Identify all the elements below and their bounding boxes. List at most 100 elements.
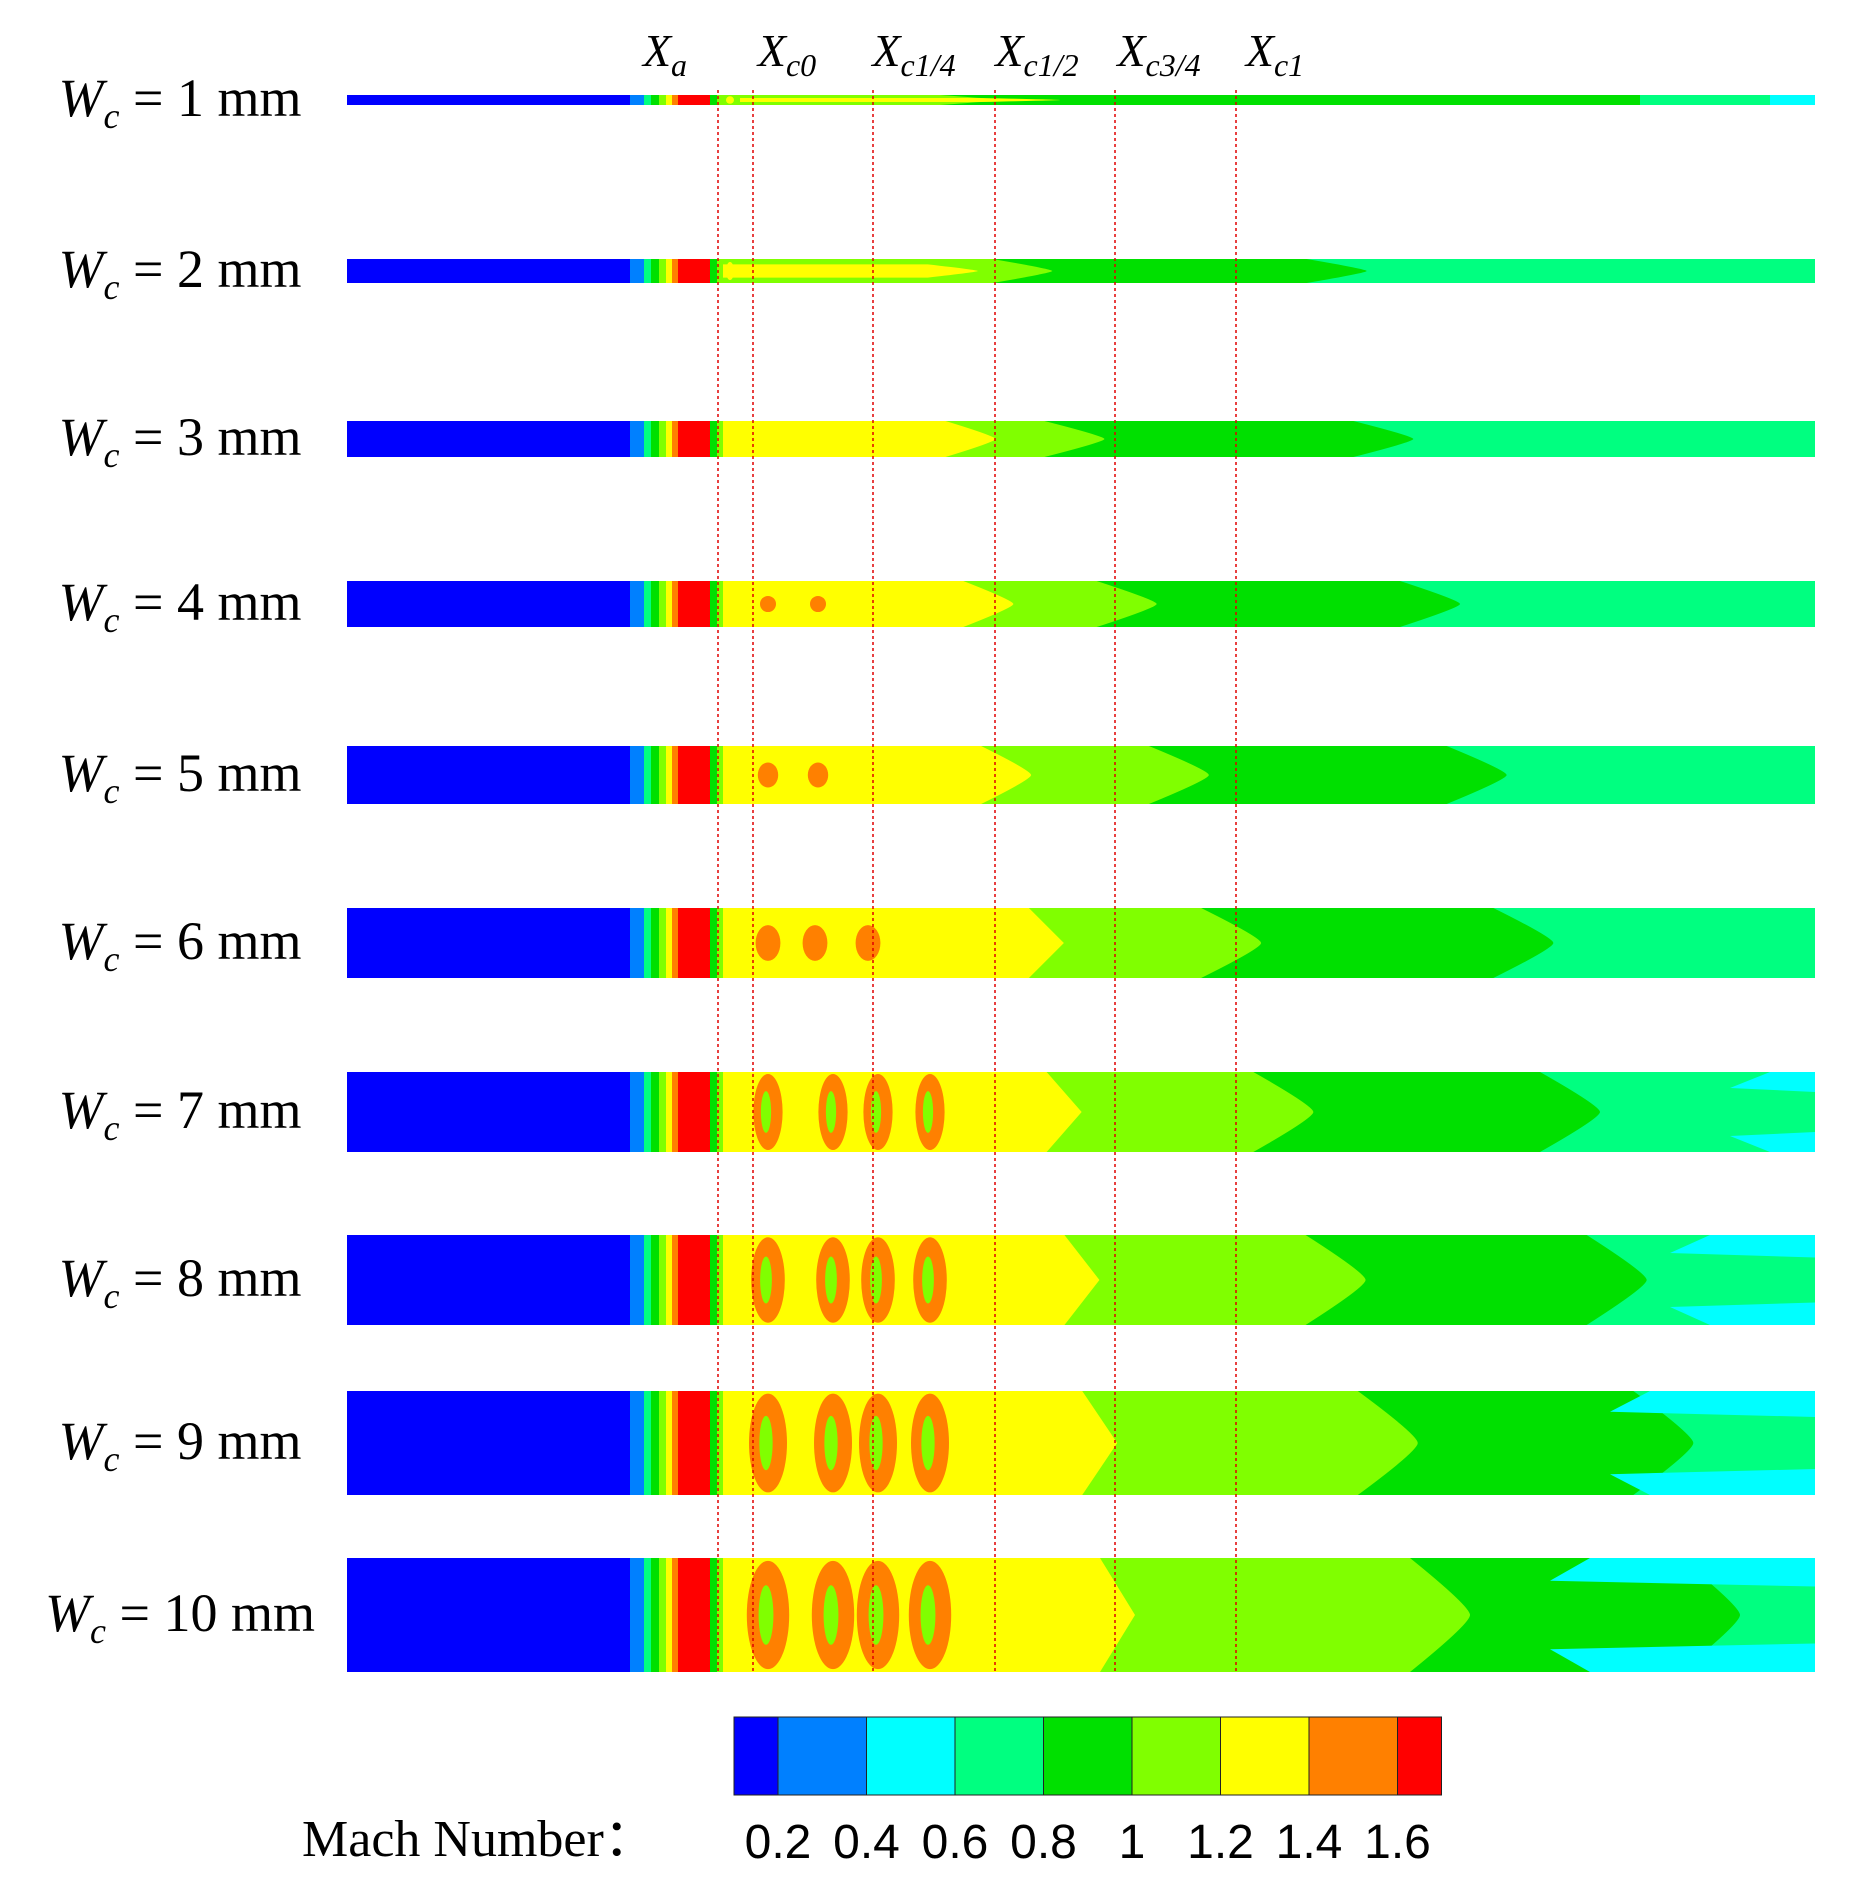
band-green xyxy=(651,259,659,283)
shock-cell-core xyxy=(870,1256,882,1304)
shock-cell-core xyxy=(922,1256,934,1304)
band-yellow xyxy=(666,1391,672,1495)
band-lime-2 xyxy=(717,259,723,283)
band-green-2 xyxy=(710,259,717,283)
band-orange xyxy=(672,1391,678,1495)
row-label-10: Wc = 10 mm xyxy=(45,1583,315,1651)
contour-strip-8 xyxy=(347,1235,1815,1325)
colorbar-tick-label: 1 xyxy=(1119,1816,1146,1869)
band-green-2 xyxy=(710,1072,717,1152)
band-green-2 xyxy=(710,1391,717,1495)
contour-strips xyxy=(347,95,1815,1672)
shock-cell-core xyxy=(920,1585,936,1645)
row-label-8: Wc = 8 mm xyxy=(59,1248,302,1316)
colorbar-swatch-5 xyxy=(1043,1716,1133,1796)
expansion-ripple xyxy=(726,425,734,453)
expansion-ripple xyxy=(726,1404,734,1482)
shock-cell xyxy=(802,925,828,961)
cyan-bottom xyxy=(1610,1469,1815,1495)
row-label-7: Wc = 7 mm xyxy=(59,1080,302,1148)
station-marker-2: Xc0 xyxy=(756,25,816,83)
band-green-2 xyxy=(710,908,717,978)
inlet-region xyxy=(347,581,630,627)
cyan-bottom xyxy=(1730,1132,1815,1152)
shock-cell xyxy=(807,762,829,788)
inlet-region xyxy=(347,908,630,978)
expansion-ripple xyxy=(726,262,734,280)
band-lime xyxy=(659,95,666,105)
band-red xyxy=(678,581,710,627)
expansion-ripple xyxy=(726,1246,734,1314)
shock-cell xyxy=(757,762,779,788)
cyan-top xyxy=(1550,1558,1815,1587)
shock-cell xyxy=(810,595,826,613)
band-yellow xyxy=(666,421,672,457)
colorbar-tick-label: 0.8 xyxy=(1010,1816,1077,1869)
band-lime xyxy=(659,581,666,627)
colorbar: Mach Number： 0.2 0.4 0.6 0.8 1 1.2 1.4 1.6 xyxy=(302,1716,1442,1869)
colorbar-swatch-3 xyxy=(866,1716,956,1796)
band-green-2 xyxy=(710,1235,717,1325)
band-lime xyxy=(659,746,666,804)
band-seagreen xyxy=(644,1558,651,1672)
shock-cell-core xyxy=(825,1091,837,1133)
contour-strip-7 xyxy=(347,1072,1815,1152)
band-lime-2 xyxy=(717,908,723,978)
band-green xyxy=(651,581,659,627)
band-green xyxy=(651,1235,659,1325)
band-red xyxy=(678,421,710,457)
shock-cell-core xyxy=(921,1415,935,1471)
yellow-core xyxy=(720,1072,1082,1152)
inlet-region xyxy=(347,1072,630,1152)
band-green xyxy=(651,421,659,457)
contour-strip-10 xyxy=(347,1558,1815,1672)
band-orange xyxy=(672,1558,678,1672)
shock-cell-core xyxy=(868,1585,884,1645)
colorbar-tick-label: 1.4 xyxy=(1276,1816,1343,1869)
band-orange xyxy=(672,1072,678,1152)
band-green xyxy=(651,1558,659,1672)
band-red xyxy=(678,746,710,804)
band-lightblue xyxy=(630,259,644,283)
shock-cell xyxy=(755,925,781,961)
inlet-region xyxy=(347,746,630,804)
band-seagreen xyxy=(644,1235,651,1325)
colorbar-label: Mach Number： xyxy=(302,1811,656,1868)
colorbar-tick-label: 0.4 xyxy=(833,1816,900,1869)
band-lightblue xyxy=(630,1558,644,1672)
inlet-region xyxy=(347,1558,630,1672)
band-lime-2 xyxy=(717,421,723,457)
colorbar-tick-label: 0.2 xyxy=(745,1816,812,1869)
band-green-2 xyxy=(710,1558,717,1672)
band-orange xyxy=(672,259,678,283)
band-lime-2 xyxy=(717,746,723,804)
colorbar-swatch-1 xyxy=(733,1716,779,1796)
colorbar-tick-label: 1.2 xyxy=(1187,1816,1254,1869)
expansion-ripple xyxy=(726,96,734,104)
shock-cell-core xyxy=(759,1415,773,1471)
band-lime-2 xyxy=(717,95,723,105)
expansion-ripple xyxy=(726,916,734,970)
band-lightblue xyxy=(630,1391,644,1495)
contour-strip-3 xyxy=(347,421,1815,457)
band-red xyxy=(678,1235,710,1325)
colorbar-swatch-6 xyxy=(1131,1716,1221,1796)
station-marker-5: Xc3/4 xyxy=(1115,25,1200,83)
colorbar-swatch-7 xyxy=(1220,1716,1310,1796)
inlet-region xyxy=(347,421,630,457)
colorbar-tick-label: 0.6 xyxy=(922,1816,989,1869)
row-label-6: Wc = 6 mm xyxy=(59,911,302,979)
band-green-2 xyxy=(710,581,717,627)
band-lime-2 xyxy=(717,581,723,627)
yellow-core xyxy=(720,581,1014,627)
contour-strip-6 xyxy=(347,908,1815,978)
row-label-3: Wc = 3 mm xyxy=(59,407,302,475)
band-lime-2 xyxy=(717,1235,723,1325)
shock-cell-core xyxy=(869,1415,883,1471)
contour-strip-5 xyxy=(347,746,1815,804)
shock-cell-core xyxy=(824,1415,838,1471)
yellow-core xyxy=(720,908,1064,978)
contour-strip-4 xyxy=(347,581,1815,627)
band-lime-2 xyxy=(717,1072,723,1152)
expansion-ripple xyxy=(726,753,734,797)
